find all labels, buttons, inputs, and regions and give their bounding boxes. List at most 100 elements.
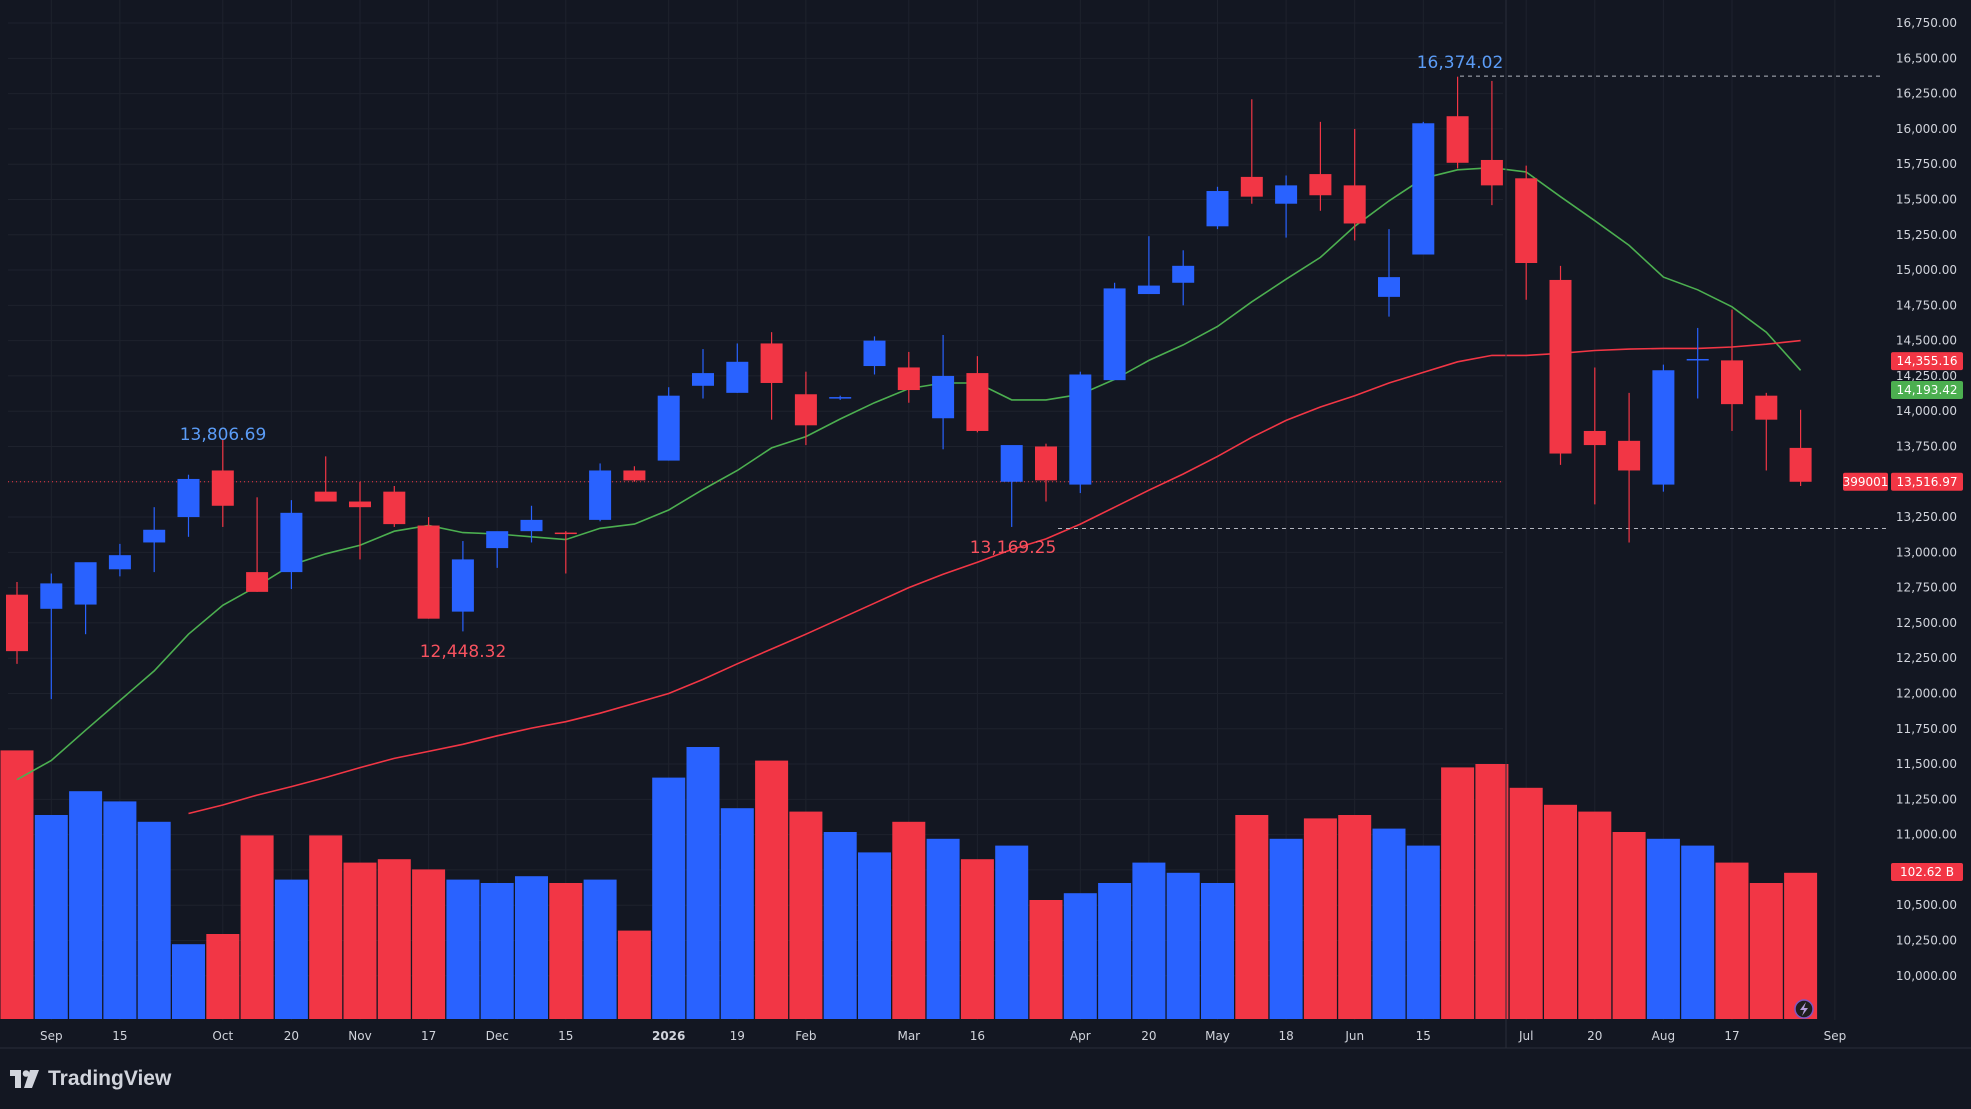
candle-body	[349, 501, 371, 508]
candle-body	[246, 572, 269, 592]
x-tick-label: 17	[421, 1029, 436, 1043]
candle-body	[1240, 176, 1263, 197]
candle-body	[794, 394, 817, 426]
ma-short-badge: 14,193.42	[1896, 383, 1957, 397]
candle-body	[1275, 185, 1298, 204]
volume-bar	[343, 862, 377, 1019]
volume-bar	[1063, 893, 1097, 1019]
volume-bar	[1406, 845, 1440, 1019]
lightning-bolt-icon	[1800, 1002, 1808, 1016]
candle-body	[1549, 279, 1572, 454]
x-tick-label: Jun	[1344, 1029, 1364, 1043]
volume-bar	[274, 879, 308, 1019]
candle-body	[211, 470, 234, 506]
volume-bar	[617, 930, 651, 1019]
last-price-badge: 13,516.97	[1896, 475, 1957, 489]
y-tick-label: 16,000.00	[1896, 122, 1957, 136]
volume-bar	[1338, 815, 1372, 1019]
high-label: 16,374.02	[1417, 53, 1504, 73]
candle-body	[417, 525, 440, 619]
volume-bar	[446, 879, 480, 1019]
y-tick-label: 11,000.00	[1896, 828, 1957, 842]
y-tick-label: 12,500.00	[1896, 616, 1957, 630]
volume-bar	[1715, 862, 1749, 1019]
y-tick-label: 12,000.00	[1896, 686, 1957, 700]
y-tick-label: 15,000.00	[1896, 263, 1957, 277]
y-tick-label: 12,250.00	[1896, 651, 1957, 665]
candle-body	[1309, 174, 1332, 196]
volume-bar	[1235, 815, 1269, 1019]
volume-value-badge-bg	[1891, 863, 1963, 881]
ma-long-badge: 14,355.16	[1896, 354, 1957, 368]
y-tick-label: 10,250.00	[1896, 933, 1957, 947]
volume-bar	[515, 876, 548, 1019]
candle-body	[383, 491, 406, 525]
x-tick-label: Nov	[348, 1029, 371, 1043]
candle-body	[760, 343, 783, 383]
volume-bar	[1269, 838, 1303, 1019]
x-tick-label: 18	[1278, 1029, 1293, 1043]
y-tick-label: 15,750.00	[1896, 157, 1957, 171]
candle-body	[932, 375, 955, 419]
volume-bar	[1132, 862, 1166, 1019]
y-tick-label: 10,000.00	[1896, 969, 1957, 983]
x-tick-label: Oct	[212, 1029, 233, 1043]
x-tick-label: 20	[284, 1029, 299, 1043]
y-tick-label: 14,250.00	[1896, 369, 1957, 383]
candle-body	[1480, 159, 1503, 186]
candle-body	[1343, 185, 1366, 224]
x-tick-label: 15	[112, 1029, 127, 1043]
volume-bar	[1303, 818, 1337, 1019]
volume-bar	[1578, 811, 1612, 1019]
y-tick-label: 13,250.00	[1896, 510, 1957, 524]
candle-body	[177, 478, 200, 518]
volume-bar	[686, 747, 720, 1019]
candle-body	[1378, 277, 1400, 297]
candle-body	[1515, 178, 1538, 263]
volume-bar	[995, 845, 1029, 1019]
y-tick-label: 16,750.00	[1896, 16, 1957, 30]
volume-bar	[892, 821, 926, 1019]
x-tick-label: Sep	[40, 1029, 63, 1043]
candle-body	[280, 512, 303, 573]
candle-body	[1446, 116, 1469, 163]
x-tick-label: 15	[558, 1029, 573, 1043]
candle-body	[1721, 360, 1743, 405]
volume-bar	[823, 832, 857, 1019]
y-tick-label: 14,750.00	[1896, 298, 1957, 312]
volume-bar	[583, 879, 617, 1019]
candle-body	[1618, 440, 1641, 471]
x-tick-label: Jul	[1518, 1029, 1533, 1043]
candle-body	[726, 361, 749, 393]
tradingview-wordmark: TradingView	[48, 1067, 172, 1090]
candle-body	[1412, 123, 1435, 255]
volume-bar	[240, 835, 274, 1019]
candle-body	[589, 470, 612, 520]
candle-body	[1137, 285, 1160, 295]
volume-bar	[172, 944, 205, 1019]
candle-body	[74, 562, 97, 605]
candle-body	[143, 529, 166, 543]
volume-bar	[1201, 883, 1234, 1019]
candle-body	[108, 555, 131, 570]
candle-body	[40, 583, 63, 609]
y-tick-label: 16,500.00	[1896, 51, 1957, 65]
tradingview-branding[interactable]: TradingView	[10, 1064, 171, 1094]
volume-bar	[1784, 872, 1818, 1019]
y-tick-label: 13,000.00	[1896, 545, 1957, 559]
candle-body	[1789, 447, 1812, 482]
x-tick-label: 20	[1587, 1029, 1602, 1043]
y-tick-label: 10,500.00	[1896, 898, 1957, 912]
volume-bar	[652, 777, 686, 1019]
candle-body	[1652, 370, 1675, 485]
x-tick-label: Dec	[486, 1029, 509, 1043]
candle-body	[1206, 191, 1229, 227]
volume-bar	[1612, 832, 1646, 1019]
candle-body	[1103, 288, 1126, 381]
volume-bar	[1166, 872, 1200, 1019]
ma-long-badge-bg	[1891, 352, 1963, 371]
x-tick-label: 16	[970, 1029, 985, 1043]
volume-bar	[549, 883, 583, 1019]
